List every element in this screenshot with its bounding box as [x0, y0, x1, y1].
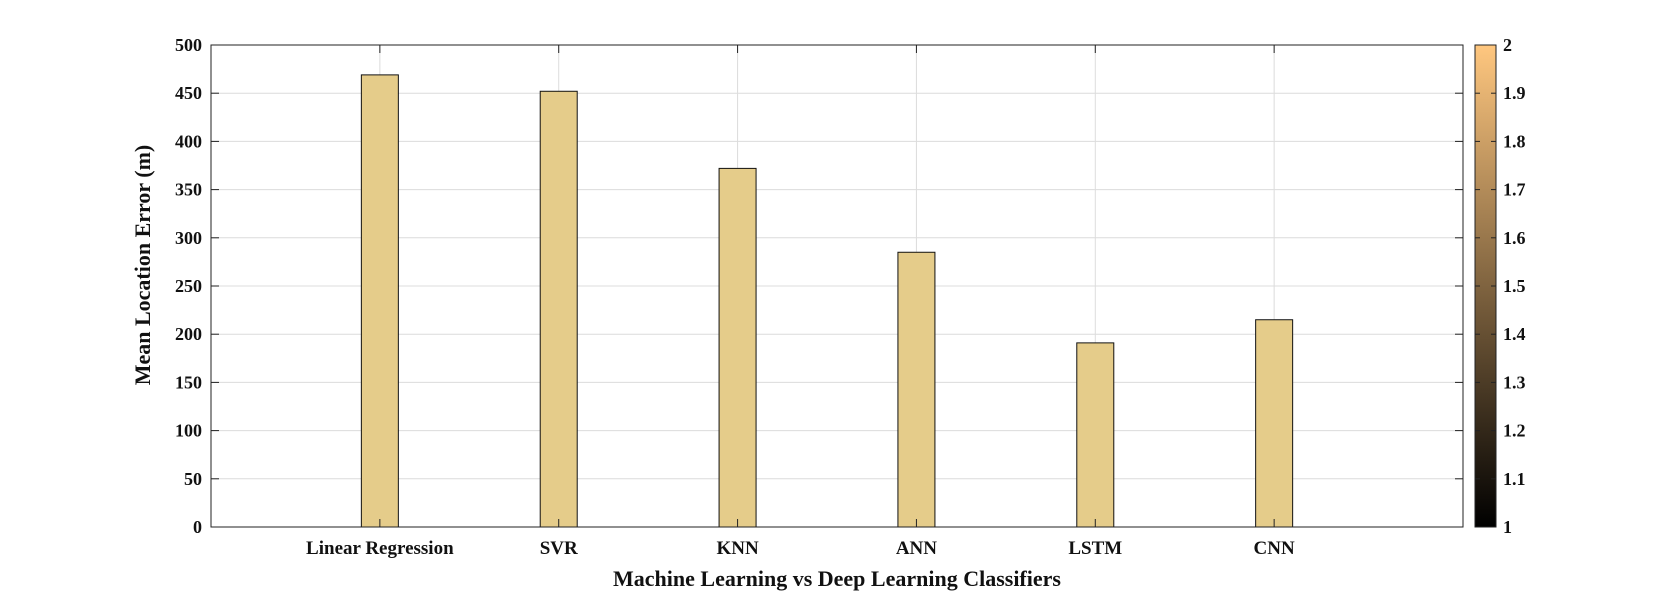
y-tick-label: 500 [175, 35, 202, 55]
y-axis-label: Mean Location Error (m) [130, 145, 155, 386]
bar-lstm [1076, 342, 1115, 528]
colorbar-tick-label: 1 [1503, 517, 1512, 537]
x-tick-label: KNN [716, 538, 759, 559]
x-tick-label: Linear Regression [306, 538, 454, 559]
colorbar-tick-label: 2 [1503, 35, 1512, 55]
colorbar-tick-label: 1.7 [1503, 180, 1526, 200]
colorbar-tick-label: 1.5 [1503, 276, 1526, 296]
colorbar: 1 1.1 1.2 1.3 1.4 1.5 1.6 1.7 1.8 1.9 2 [1474, 35, 1526, 537]
y-tick-label: 400 [175, 131, 202, 151]
x-axis-ticks: Linear Regression SVR KNN ANN LSTM CNN [306, 45, 1295, 559]
colorbar-tick-label: 1.4 [1503, 324, 1526, 344]
y-tick-label: 150 [175, 372, 202, 392]
bar-ann [897, 251, 936, 528]
bar-knn [718, 167, 757, 528]
x-axis-label: Machine Learning vs Deep Learning Classi… [613, 566, 1061, 591]
bar-linear-regression [360, 74, 399, 528]
y-tick-label: 200 [175, 324, 202, 344]
colorbar-tick-label: 1.3 [1503, 372, 1526, 392]
bars [360, 74, 1294, 528]
colorbar-tick-label: 1.8 [1503, 131, 1526, 151]
y-tick-label: 250 [175, 276, 202, 296]
y-tick-label: 0 [193, 517, 202, 537]
y-axis-ticks: 0 50 100 150 200 250 300 350 400 450 500 [175, 35, 1463, 537]
bar-svr [539, 90, 578, 528]
y-tick-label: 100 [175, 421, 202, 441]
y-tick-label: 50 [184, 469, 202, 489]
colorbar-ticks: 1 1.1 1.2 1.3 1.4 1.5 1.6 1.7 1.8 1.9 2 [1475, 35, 1526, 537]
colorbar-tick-label: 1.6 [1503, 228, 1526, 248]
x-tick-label: ANN [896, 538, 937, 559]
x-tick-label: SVR [540, 538, 578, 559]
colorbar-tick-label: 1.2 [1503, 421, 1526, 441]
y-tick-label: 350 [175, 180, 202, 200]
bar-cnn [1255, 319, 1294, 528]
y-tick-label: 300 [175, 228, 202, 248]
colorbar-tick-label: 1.1 [1503, 469, 1526, 489]
x-tick-label: CNN [1254, 538, 1295, 559]
x-tick-label: LSTM [1068, 538, 1122, 559]
y-tick-label: 450 [175, 83, 202, 103]
colorbar-tick-label: 1.9 [1503, 83, 1526, 103]
